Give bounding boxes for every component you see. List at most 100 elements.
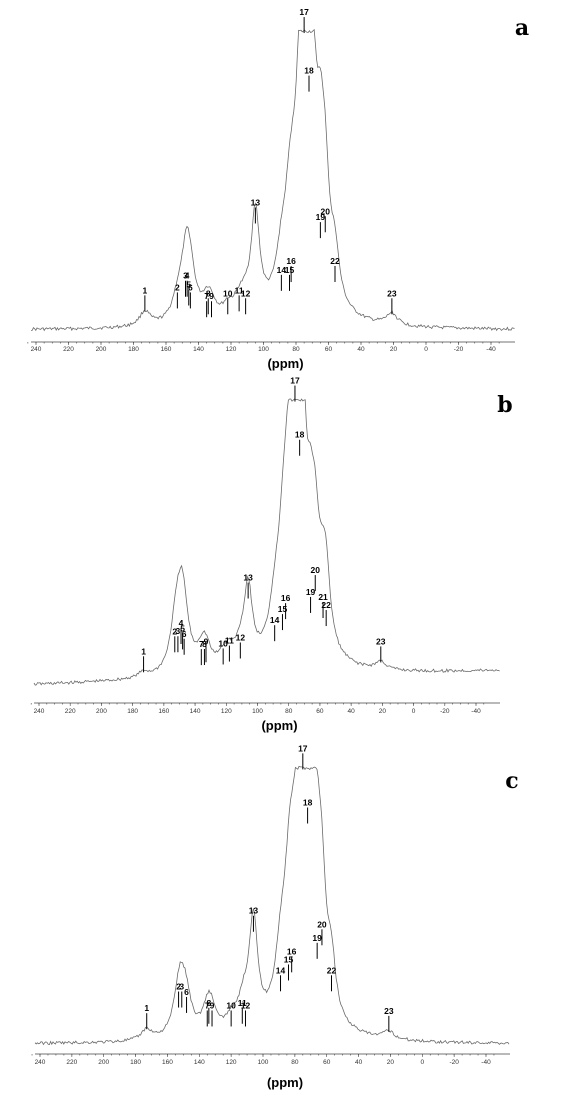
peak-label-18: 18 [295, 430, 305, 440]
peak-label-11: 11 [225, 636, 234, 646]
x-tick-label: 0 [424, 346, 428, 353]
peak-label-10: 10 [223, 288, 233, 298]
x-tick-label: 100 [258, 1059, 269, 1066]
x-tick-label: 180 [127, 708, 138, 715]
x-tick-label: 220 [66, 1059, 77, 1066]
x-tick-label: 240 [35, 1059, 46, 1066]
peak-label-23: 23 [387, 288, 397, 298]
peak-label-12: 12 [241, 288, 251, 298]
spectrum-panel-b: 240 220 200 180 160 140 120 100 80 60 40 20 0 -20 -40(… [30, 376, 513, 733]
x-tick-label: 160 [162, 1059, 173, 1066]
peak-label-16: 16 [286, 256, 296, 266]
spectrum-trace [33, 398, 500, 686]
peak-label-9: 9 [210, 1000, 215, 1010]
x-tick-label: 80 [291, 1059, 299, 1066]
x-tick-label: 0 [420, 1059, 424, 1066]
x-tick-label: -40 [486, 346, 496, 353]
x-tick-label: 180 [130, 1059, 141, 1066]
x-tick-label: 220 [63, 346, 74, 353]
peak-label-14: 14 [276, 965, 286, 975]
peak-label-4: 4 [185, 271, 190, 281]
x-tick-label: -40 [481, 1059, 491, 1066]
peak-label-23: 23 [376, 636, 386, 646]
peak-label-10: 10 [218, 638, 228, 648]
x-tick-label: 140 [193, 346, 204, 353]
x-tick-label: 240 [34, 708, 45, 715]
peak-label-19: 19 [316, 212, 326, 222]
x-tick-label: -40 [471, 708, 481, 715]
peak-label-20: 20 [311, 565, 321, 575]
x-tick-label: 200 [98, 1059, 109, 1066]
x-tick-label: 40 [348, 708, 356, 715]
peak-label-12: 12 [236, 633, 246, 643]
peak-label-19: 19 [312, 933, 322, 943]
x-tick-label: 60 [323, 1059, 331, 1066]
x-tick-label: 100 [258, 346, 269, 353]
peak-label-16: 16 [281, 593, 291, 603]
peak-label-19: 19 [306, 587, 316, 597]
x-tick-label: -20 [454, 346, 464, 353]
x-tick-label: 20 [387, 1059, 395, 1066]
x-tick-label: 200 [96, 346, 107, 353]
peak-label-7: 7 [199, 639, 204, 649]
peak-label-5: 5 [180, 623, 185, 633]
x-tick-label: 200 [96, 708, 107, 715]
x-tick-label: 140 [194, 1059, 205, 1066]
peak-label-22: 22 [330, 256, 340, 266]
x-tick-label: 0 [412, 708, 416, 715]
x-tick-label: 40 [355, 1059, 363, 1066]
peak-label-13: 13 [243, 573, 253, 583]
peak-label-2: 2 [176, 982, 181, 992]
spectrum-trace [31, 28, 515, 332]
peak-label-10: 10 [226, 1000, 236, 1010]
peak-label-1: 1 [144, 1003, 149, 1013]
peak-label-8: 8 [206, 998, 211, 1008]
panel-label: c [505, 768, 518, 794]
peak-label-4: 4 [179, 618, 184, 628]
x-tick-label: 120 [226, 1059, 237, 1066]
peak-label-17: 17 [299, 7, 309, 17]
peak-label-18: 18 [304, 66, 314, 76]
x-tick-label: -20 [449, 1059, 459, 1066]
peak-label-13: 13 [251, 197, 261, 207]
peak-label-20: 20 [317, 919, 327, 929]
peak-label-11: 11 [238, 998, 247, 1008]
peak-label-22: 22 [321, 600, 331, 610]
peak-label-5: 5 [186, 279, 191, 289]
peak-label-2: 2 [175, 282, 180, 292]
peak-label-7: 7 [204, 291, 209, 301]
x-axis-title: (ppm) [267, 356, 303, 371]
x-tick-label: 60 [325, 346, 333, 353]
peak-label-6: 6 [182, 629, 187, 639]
panel-label: a [515, 15, 529, 41]
x-tick-label: -20 [440, 708, 450, 715]
x-tick-label: 160 [158, 708, 169, 715]
peak-label-14: 14 [277, 265, 287, 275]
peak-label-15: 15 [284, 954, 294, 964]
panel-label: b [497, 392, 512, 418]
x-axis-title: (ppm) [261, 718, 297, 733]
peak-label-6: 6 [184, 987, 189, 997]
x-tick-label: 120 [226, 346, 237, 353]
peak-label-17: 17 [298, 743, 308, 753]
peak-label-18: 18 [303, 797, 313, 807]
spectrum-panel-c: 240 220 200 180 160 140 120 100 80 60 40 20 0 -20 -40(… [31, 743, 519, 1090]
peak-label-20: 20 [321, 206, 331, 216]
peak-label-3: 3 [179, 982, 184, 992]
peak-label-7: 7 [205, 1000, 210, 1010]
peak-label-17: 17 [290, 376, 300, 386]
peak-label-21: 21 [318, 592, 328, 602]
peak-label-8: 8 [206, 288, 211, 298]
x-tick-label: 40 [357, 346, 365, 353]
peak-label-16: 16 [287, 946, 297, 956]
peak-label-13: 13 [249, 906, 259, 916]
peak-label-9: 9 [204, 636, 209, 646]
peak-label-2: 2 [172, 626, 177, 636]
x-tick-label: 180 [128, 346, 139, 353]
peak-label-14: 14 [270, 615, 280, 625]
peak-label-15: 15 [285, 265, 295, 275]
peak-label-1: 1 [143, 285, 148, 295]
peak-label-3: 3 [176, 626, 181, 636]
peak-label-3: 3 [183, 271, 188, 281]
x-tick-label: 220 [65, 708, 76, 715]
